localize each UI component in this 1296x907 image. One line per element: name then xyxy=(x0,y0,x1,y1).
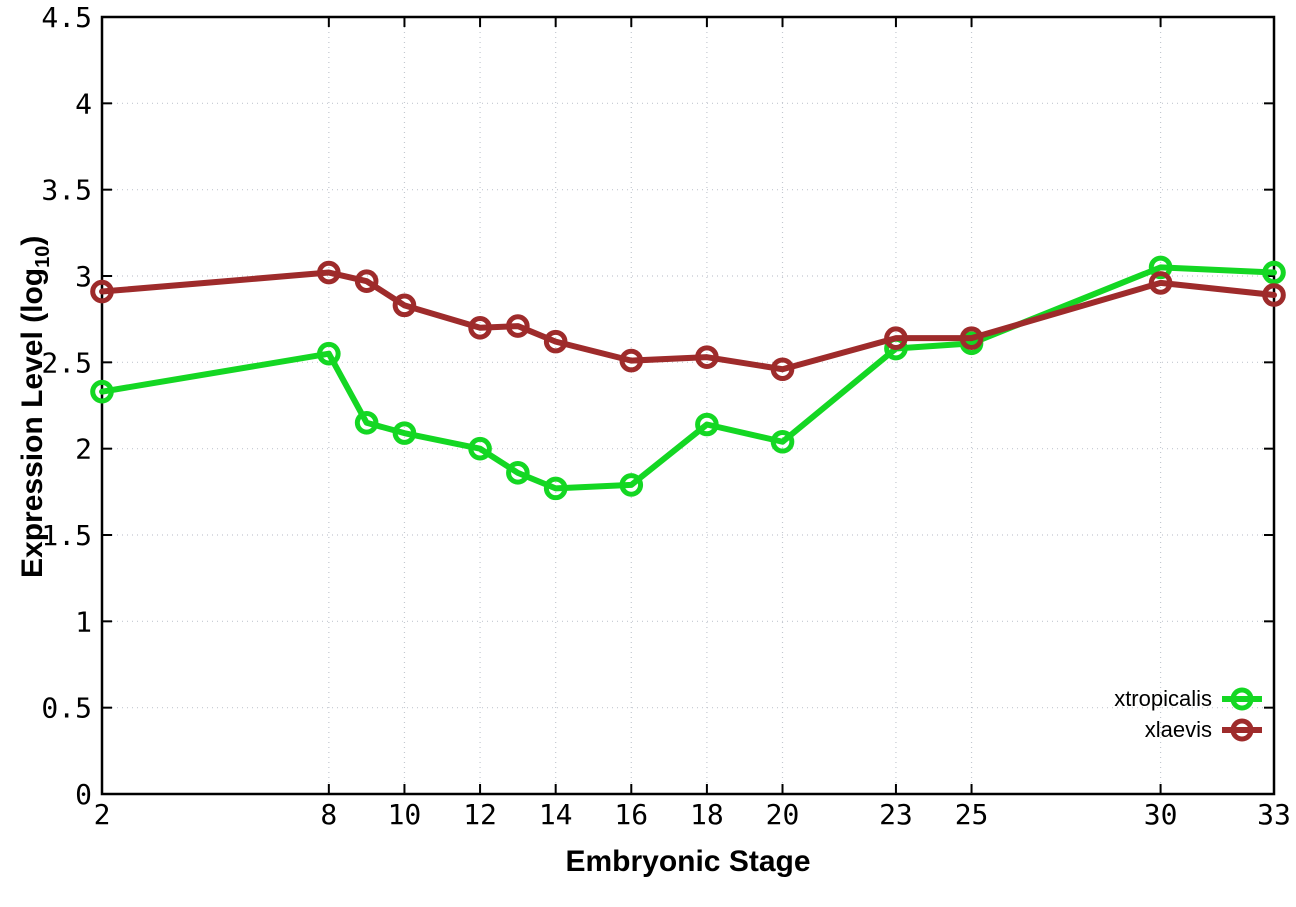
data-point-xlaevis xyxy=(959,326,984,350)
series-line-xtropicalis xyxy=(99,264,1277,492)
y-axis-title-close: ) xyxy=(16,235,49,246)
x-tick-label: 33 xyxy=(1257,798,1291,831)
legend-ring-icon xyxy=(1230,718,1254,741)
x-axis-title: Embryonic Stage xyxy=(565,845,811,878)
data-point-xtropicalis xyxy=(468,436,492,461)
legend-ring-icon xyxy=(1230,687,1254,710)
data-point-xlaevis xyxy=(619,348,644,373)
data-point-xtropicalis xyxy=(619,473,644,497)
x-tick-label: 25 xyxy=(955,798,989,831)
x-tick-label: 16 xyxy=(614,798,648,831)
y-tick-label: 3 xyxy=(75,260,92,293)
data-point-xlaevis xyxy=(468,316,492,340)
x-tick-label: 8 xyxy=(320,798,337,831)
x-tick-label: 2 xyxy=(94,798,111,831)
y-tick-label: 3.5 xyxy=(41,174,92,207)
x-tick-label: 12 xyxy=(463,798,497,831)
data-point-xlaevis xyxy=(1148,271,1173,295)
data-point-xtropicalis xyxy=(506,461,530,485)
x-tick-label: 30 xyxy=(1144,798,1178,831)
y-tick-label: 1.5 xyxy=(41,519,92,552)
data-point-xlaevis xyxy=(354,269,379,293)
data-point-xtropicalis xyxy=(90,379,114,404)
data-point-xlaevis xyxy=(317,260,341,285)
x-tick-label: 18 xyxy=(690,798,724,831)
y-tick-label: 0 xyxy=(75,778,92,811)
data-point-xtropicalis xyxy=(354,410,379,435)
data-point-xlaevis xyxy=(506,314,530,338)
x-tick-label: 14 xyxy=(539,798,573,831)
legend-label-xtropicalis: xtropicalis xyxy=(1114,685,1212,711)
data-point-xlaevis xyxy=(1262,283,1286,307)
data-point-xlaevis xyxy=(884,326,908,350)
data-point-xtropicalis xyxy=(392,421,417,445)
data-point-xlaevis xyxy=(695,345,719,369)
data-point-xtropicalis xyxy=(543,476,568,501)
data-point-xtropicalis xyxy=(1262,260,1286,285)
x-tick-label: 10 xyxy=(388,798,422,831)
x-tick-label: 23 xyxy=(879,798,913,831)
legend-label-xlaevis: xlaevis xyxy=(1144,716,1212,742)
data-point-xlaevis xyxy=(543,329,568,354)
data-point-xtropicalis xyxy=(1148,255,1173,280)
data-point-xtropicalis xyxy=(695,412,719,437)
legend-item-xtropicalis: xtropicalis xyxy=(1114,685,1262,712)
legend-marker-xlaevis xyxy=(1222,718,1262,742)
data-point-xtropicalis xyxy=(317,341,341,366)
y-axis-title: Expression Level (log10) xyxy=(16,236,55,578)
y-tick-label: 1 xyxy=(75,605,92,638)
data-point-xlaevis xyxy=(392,293,417,318)
y-tick-label: 4 xyxy=(75,87,92,120)
data-point-xlaevis xyxy=(90,279,114,304)
legend-item-xlaevis: xlaevis xyxy=(1114,716,1262,743)
y-axis-title-text: Expression Level (log xyxy=(16,267,49,578)
series-line-xlaevis xyxy=(99,269,1277,373)
legend-marker-xtropicalis xyxy=(1222,687,1262,711)
y-tick-label: 0.5 xyxy=(41,692,92,725)
y-tick-label: 2 xyxy=(75,433,92,466)
legend: xtropicalis xlaevis xyxy=(1114,685,1262,743)
data-point-xtropicalis xyxy=(770,429,795,454)
x-tick-label: 20 xyxy=(766,798,800,831)
y-tick-label: 2.5 xyxy=(41,346,92,379)
y-tick-label: 4.5 xyxy=(41,1,92,34)
y-axis-title-subscript: 10 xyxy=(32,245,54,268)
plot-border xyxy=(100,15,1276,796)
data-point-xlaevis xyxy=(770,357,795,382)
